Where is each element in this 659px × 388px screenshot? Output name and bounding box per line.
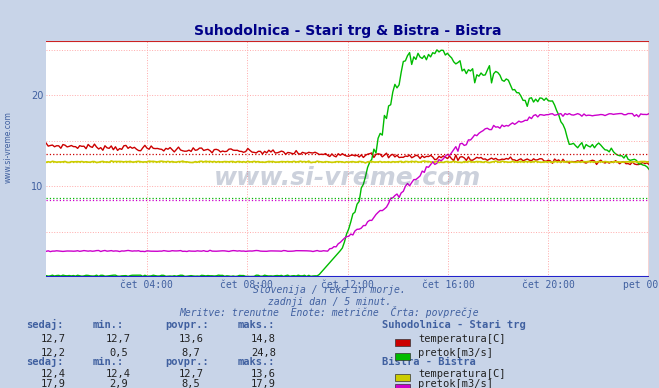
Text: www.si-vreme.com: www.si-vreme.com [3,111,13,184]
Text: 0,5: 0,5 [109,348,128,358]
Text: 12,2: 12,2 [40,348,65,358]
Text: pretok[m3/s]: pretok[m3/s] [418,348,494,358]
Text: povpr.:: povpr.: [165,320,208,330]
Text: Bistra - Bistra: Bistra - Bistra [382,357,476,367]
Text: maks.:: maks.: [237,320,275,330]
Title: Suhodolnica - Stari trg & Bistra - Bistra: Suhodolnica - Stari trg & Bistra - Bistr… [194,24,501,38]
Text: sedaj:: sedaj: [26,319,64,330]
Text: maks.:: maks.: [237,357,275,367]
Text: zadnji dan / 5 minut.: zadnji dan / 5 minut. [268,296,391,307]
Text: 2,9: 2,9 [109,379,128,388]
Text: 12,7: 12,7 [179,369,204,379]
Text: Slovenija / reke in morje.: Slovenija / reke in morje. [253,285,406,295]
Text: 13,6: 13,6 [251,369,276,379]
Text: 24,8: 24,8 [251,348,276,358]
Text: Suhodolnica - Stari trg: Suhodolnica - Stari trg [382,320,526,330]
Text: Meritve: trenutne  Enote: metrične  Črta: povprečje: Meritve: trenutne Enote: metrične Črta: … [180,306,479,318]
Text: 12,7: 12,7 [106,334,131,344]
Text: min.:: min.: [92,320,123,330]
Text: 8,5: 8,5 [182,379,200,388]
Text: 8,7: 8,7 [182,348,200,358]
Text: pretok[m3/s]: pretok[m3/s] [418,379,494,388]
Text: 13,6: 13,6 [179,334,204,344]
Text: 12,4: 12,4 [106,369,131,379]
Text: 12,7: 12,7 [40,334,65,344]
Text: temperatura[C]: temperatura[C] [418,369,506,379]
Text: 12,4: 12,4 [40,369,65,379]
Text: temperatura[C]: temperatura[C] [418,334,506,344]
Text: 14,8: 14,8 [251,334,276,344]
Text: sedaj:: sedaj: [26,356,64,367]
Text: 17,9: 17,9 [251,379,276,388]
Text: 17,9: 17,9 [40,379,65,388]
Text: www.si-vreme.com: www.si-vreme.com [214,166,481,190]
Text: povpr.:: povpr.: [165,357,208,367]
Text: min.:: min.: [92,357,123,367]
